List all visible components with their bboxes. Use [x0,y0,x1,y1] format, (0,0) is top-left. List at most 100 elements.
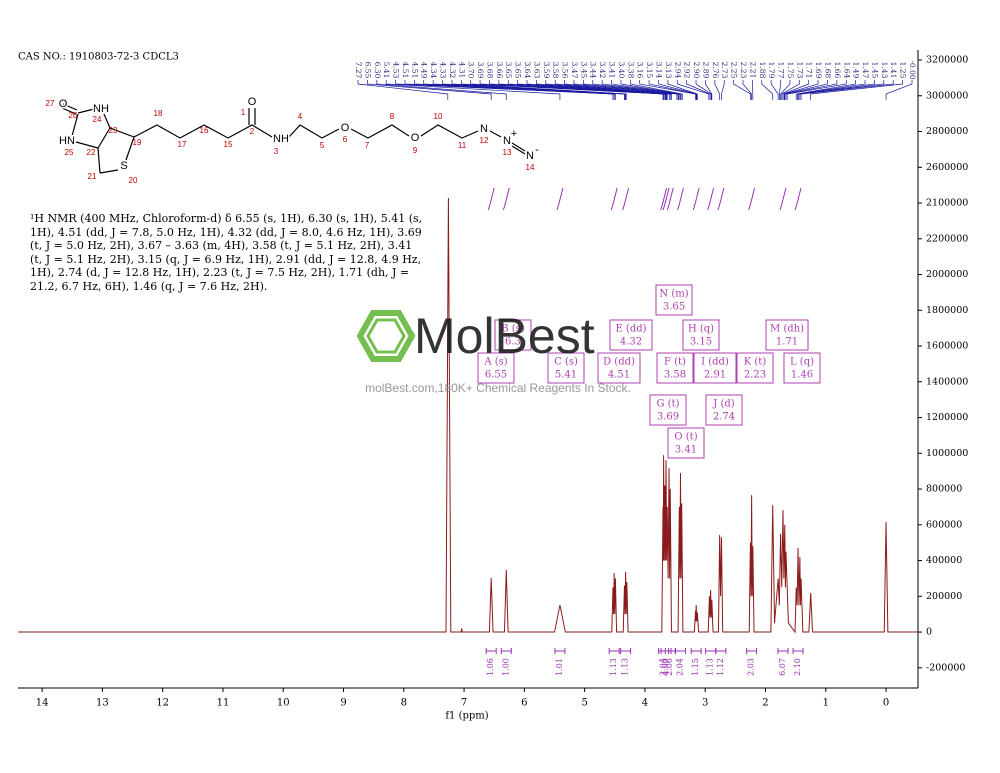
peak-label: 1.41 [889,62,898,79]
peak-label: 1.64 [842,62,851,79]
peak-label: 2.94 [673,62,682,79]
peak-leader [601,80,681,100]
multiplet-label: O (t) [674,432,697,443]
peak-leader [564,80,672,100]
integral-label: 1.00 [501,658,510,676]
atom-label: HN [59,135,75,147]
y-tick-label: 1600000 [926,341,968,352]
atom-label: 14 [526,163,535,172]
peak-leader [785,80,838,100]
atom-label: 8 [390,112,395,121]
multiplet-box [682,319,720,351]
atom-label: 5 [320,141,325,150]
integral-label: 1.01 [555,658,564,676]
integral-label: 1.13 [621,658,630,676]
peak-leader [583,80,679,100]
y-tick-label: 3200000 [926,55,968,66]
atom-label: N [526,150,534,162]
atom-label: O [341,122,350,134]
multiplet-shift: 3.41 [675,445,697,456]
brand: MolBest [414,308,595,364]
peak-leader [761,80,774,100]
peak-leader [782,80,810,100]
peak-leader [423,80,616,100]
peak-label: 1.68 [823,62,832,79]
multiplet-box [494,319,532,351]
peak-label: 1.73 [795,62,804,79]
peak-leader [648,80,697,100]
multiplet-shift: 3.58 [664,370,686,381]
peak-leader [800,80,894,100]
peak-leader [721,80,725,100]
peak-label: 2.89 [701,62,710,79]
peak-label: 3.15 [645,62,654,79]
atom-label: 9 [413,146,418,155]
peak-leader [592,80,680,100]
multiplet-shift: 2.23 [744,370,766,381]
peak-label: 3.45 [579,62,588,79]
multiplet-shift: 1.71 [776,337,798,348]
multiplet-box [667,427,705,459]
integral-curve [662,187,670,211]
peak-label: 4.34 [429,62,438,79]
multiplet-label: J (d) [712,399,734,410]
multiplet-box [736,352,774,384]
integral-label: 2.04 [675,658,684,676]
peak-label: 3.69 [476,62,485,79]
multiplet-label: M (dh) [770,324,804,335]
multiplet-label: A (s) [483,357,507,368]
atom-label: 10 [434,112,443,121]
y-tick-label: 400000 [926,555,962,566]
multiplet-shift: 4.32 [620,337,642,348]
atom-label: 22 [87,148,96,157]
peak-label: 4.51 [410,62,419,79]
integral-bracket [746,648,758,654]
multiplet-label: I (dd) [701,357,729,368]
multiplet-label: E (dd) [615,324,646,335]
integral-curve [666,187,674,211]
integral-bracket [674,648,686,654]
multiplet-shift: 4.51 [608,370,630,381]
peak-leader [526,80,667,100]
atom-label: O [248,96,257,108]
peak-label: 3.63 [532,62,541,79]
integral-label: 2.06 [665,658,674,676]
peak-label: 1.66 [833,62,842,79]
peak-leader [554,80,671,100]
peak-label: 3.14 [654,62,663,79]
integral-label: 2.10 [793,658,802,676]
peak-leader [357,80,449,100]
integral-curve [556,187,564,211]
peak-leader [783,80,819,100]
peak-label: 2.23 [739,62,748,79]
x-tick-label: 3 [702,698,708,709]
y-tick-label: 600000 [926,519,962,530]
integral-bracket [608,648,620,654]
tagline: molBest.com,180K+ Chemical Reagents In S… [365,381,631,395]
atom-label: 11 [458,141,467,150]
peak-label: 1.79 [767,62,776,79]
integral-curve [707,187,715,211]
peak-label: 4.33 [439,62,448,79]
x-tick-label: 2 [762,698,768,709]
integral-label: 6.07 [778,658,787,676]
multiplet-box [477,352,515,384]
peak-leader [367,80,492,100]
peak-leader [629,80,683,100]
integral-bracket [620,648,632,654]
x-tick-label: 13 [96,698,109,709]
peak-label: 4.51 [401,62,410,79]
peak-leader [798,80,875,100]
x-tick-label: 8 [401,698,407,709]
peak-label: 3.66 [495,62,504,79]
cas-note: CAS NO.: 1910803-72-3 CDCL3 [18,52,179,63]
y-tick-label: 1200000 [926,412,968,423]
atom-label: 21 [88,172,97,181]
y-tick-label: 2800000 [926,126,968,137]
integral-bracket [715,648,727,654]
multiplet-label: K (t) [744,357,767,368]
multiplet-box [705,394,743,426]
peak-label: 3.40 [617,62,626,79]
integral-curve [622,187,630,211]
